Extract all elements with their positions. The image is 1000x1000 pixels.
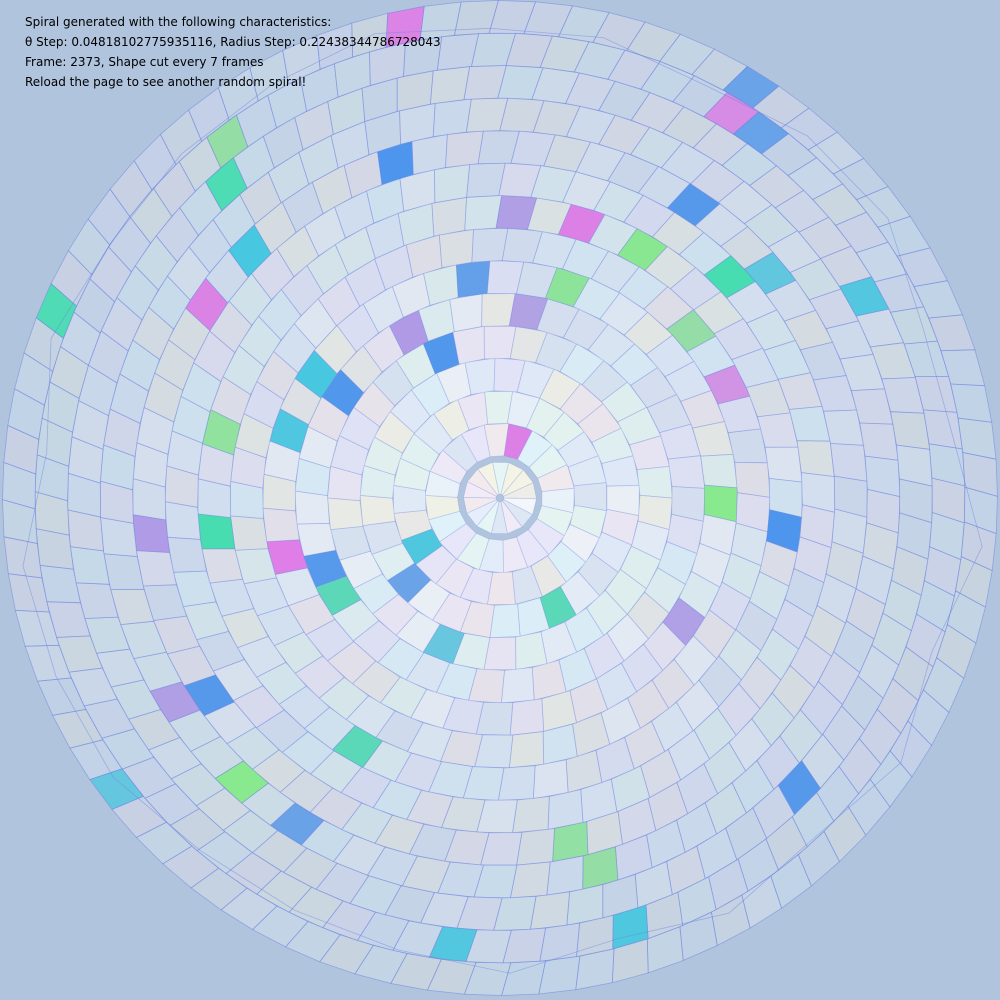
spiral-cell — [262, 507, 300, 543]
spiral-cell — [890, 411, 931, 450]
spiral-cell — [132, 514, 170, 553]
info-frame: Frame: 2373, Shape cut every 7 frames — [25, 55, 264, 69]
spiral-cell — [922, 409, 963, 450]
spiral-cell — [800, 472, 836, 513]
spiral-cell — [547, 789, 584, 830]
spiral-cell — [734, 461, 771, 498]
spiral-cell — [667, 455, 706, 489]
spiral-cell — [464, 195, 503, 231]
spiral-cell — [399, 168, 436, 212]
spiral-cell — [255, 709, 309, 754]
spiral-cell — [562, 171, 611, 211]
spiral-cell — [503, 482, 537, 500]
spiral-cell — [303, 206, 346, 257]
info-reload-hint: Reload the page to see another random sp… — [25, 75, 307, 89]
spiral-cell — [610, 765, 651, 813]
spiral-cell — [476, 799, 518, 834]
spiral-cell — [89, 768, 144, 810]
spiral-cell — [763, 339, 812, 380]
spiral-cell — [359, 494, 396, 527]
spiral-cell — [171, 395, 211, 444]
spiral-cell — [103, 553, 145, 591]
spiral-cell — [667, 729, 711, 781]
spiral-cell — [784, 568, 825, 618]
spiral-cell — [445, 130, 484, 168]
info-steps: θ Step: 0.04818102775935116, Radius Step… — [25, 35, 441, 49]
spiral-cell — [746, 309, 797, 351]
spiral-cell — [489, 603, 521, 639]
spiral-cell — [466, 162, 506, 198]
spiral-cell — [593, 181, 644, 223]
spiral-cell — [192, 330, 236, 383]
spiral-cell — [788, 405, 831, 442]
spiral-cell — [777, 372, 823, 410]
spiral-cell — [497, 765, 536, 801]
spiral-cell — [438, 228, 474, 269]
spiral-cell — [164, 501, 201, 540]
spiral-cell — [180, 362, 222, 413]
spiral-cell — [509, 698, 545, 736]
spiral-cell — [276, 225, 320, 278]
spiral-cell — [651, 211, 705, 256]
spiral-cell — [700, 453, 738, 489]
spiral-cell — [640, 748, 682, 799]
spiral-cell — [440, 796, 486, 833]
spiral-cell — [500, 667, 535, 704]
spiral-cell — [164, 465, 199, 508]
spiral-cell — [452, 325, 485, 365]
spiral-cell — [449, 293, 483, 333]
spiral-cell — [432, 98, 472, 138]
spiral-cell — [309, 750, 363, 794]
spiral-cell — [431, 196, 468, 237]
spiral-cell — [334, 190, 375, 239]
spiral-cell — [756, 628, 800, 681]
spiral-cell — [166, 536, 207, 573]
spiral-cell — [433, 163, 471, 204]
spiral-cell — [195, 630, 245, 672]
spiral-cell — [515, 631, 548, 671]
spiral-cell — [340, 766, 392, 809]
spiral-cell — [546, 855, 584, 896]
spiral-cell — [209, 300, 253, 354]
info-heading: Spiral generated with the following char… — [25, 15, 332, 29]
spiral-cell — [455, 260, 491, 298]
spiral-cell — [772, 598, 814, 650]
spiral-cell — [512, 796, 550, 834]
spiral-cell — [212, 659, 264, 702]
spiral-cell — [69, 546, 110, 585]
spiral-cell — [859, 422, 899, 461]
spiral-cell — [516, 828, 555, 866]
spiral-cell — [830, 443, 868, 482]
spiral-cell — [166, 430, 203, 476]
spiral-cell — [250, 247, 295, 301]
spiral-cell — [182, 601, 230, 641]
spiral-cell — [717, 683, 761, 737]
spiral-cell — [532, 759, 569, 800]
spiral-cell — [693, 707, 737, 760]
spiral-cell — [498, 162, 542, 198]
spiral-cell — [172, 570, 217, 608]
spiral-info-panel: Spiral generated with the following char… — [25, 12, 441, 92]
spiral-cell — [372, 779, 423, 821]
spiral-cell — [799, 504, 836, 549]
spiral-cell — [530, 165, 577, 203]
spiral-cell — [793, 536, 832, 584]
spiral-cell — [327, 497, 364, 531]
spiral-cell — [726, 280, 778, 324]
spiral-cell — [230, 515, 269, 551]
spiral-cell — [764, 446, 803, 483]
spiral-cell — [636, 465, 673, 499]
spiral-cell — [197, 513, 236, 550]
spiral-cell — [294, 490, 330, 525]
spiral-cell — [508, 731, 545, 769]
spiral-cell — [796, 440, 835, 478]
spiral-cell — [738, 656, 782, 710]
spiral-cell — [406, 789, 454, 829]
spiral-cell — [281, 731, 335, 775]
spiral-outer-outline — [22, 27, 983, 974]
